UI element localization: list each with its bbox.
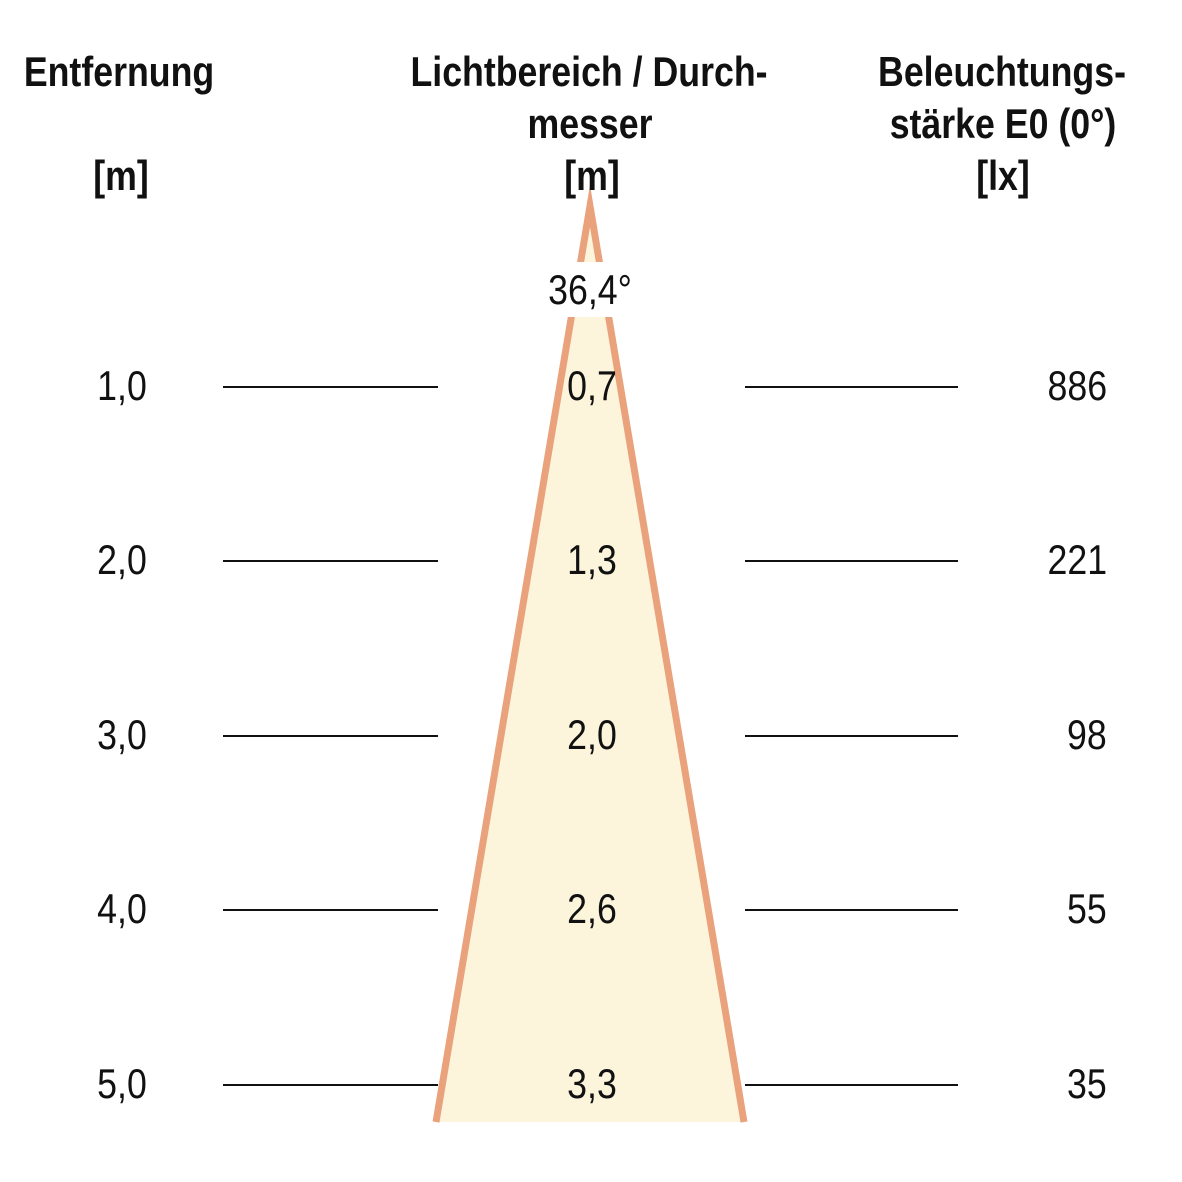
row-connector-right — [745, 735, 958, 737]
diameter-value: 1,3 — [567, 536, 617, 583]
illuminance-column-unit: [lx] — [976, 152, 1030, 199]
row-connector-left — [223, 909, 438, 911]
row-connector-left — [223, 560, 438, 562]
illuminance-value: 221 — [1047, 536, 1107, 583]
diameter-value: 2,0 — [567, 711, 617, 758]
distance-value: 1,0 — [97, 362, 147, 409]
illuminance-column-title-line2: stärke E0 (0°) — [889, 100, 1117, 147]
beam-column-title-line2: messer — [527, 100, 653, 147]
distance-value: 3,0 — [97, 711, 147, 758]
beam-column-title-line1: Lichtbereich / Durch- — [410, 48, 768, 95]
illuminance-column-title-line1: Beleuchtungs- — [878, 48, 1126, 95]
distance-value: 4,0 — [97, 885, 147, 932]
distance-value: 5,0 — [97, 1060, 147, 1107]
beam-column-unit: [m] — [564, 152, 620, 199]
illuminance-value: 98 — [1067, 711, 1107, 758]
illuminance-value: 55 — [1067, 885, 1107, 932]
illuminance-value: 35 — [1067, 1060, 1107, 1107]
row-connector-right — [745, 386, 958, 388]
row-connector-left — [223, 735, 438, 737]
illuminance-value: 886 — [1047, 362, 1107, 409]
diameter-value: 2,6 — [567, 885, 617, 932]
distance-value: 2,0 — [97, 536, 147, 583]
distance-column-unit: [m] — [93, 152, 149, 199]
distance-column-title: Entfernung — [23, 48, 215, 95]
diameter-value: 3,3 — [567, 1060, 617, 1107]
row-connector-right — [745, 909, 958, 911]
row-connector-right — [745, 1084, 958, 1086]
beam-angle-label: 36,4° — [539, 262, 641, 317]
row-connector-right — [745, 560, 958, 562]
light-cone-shape — [432, 184, 748, 1123]
diameter-value: 0,7 — [567, 362, 617, 409]
row-connector-left — [223, 1084, 438, 1086]
row-connector-left — [223, 386, 438, 388]
